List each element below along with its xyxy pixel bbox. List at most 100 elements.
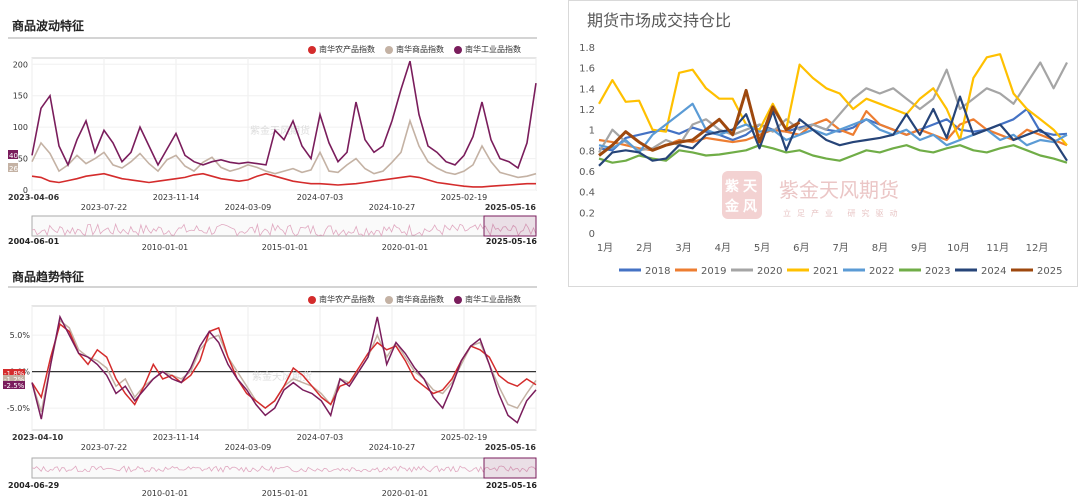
trend-legend: 南华农产品指数 南华商品指数 南华工业品指数 (308, 294, 521, 305)
logo-char: 金 (724, 198, 740, 215)
y-tick-label: 0.8 (579, 146, 595, 157)
y-tick-label: 0 (23, 186, 28, 195)
navigator-tick: 2020-01-01 (382, 243, 429, 250)
legend-item-industrial[interactable]: 南华工业品指数 (454, 44, 521, 55)
x-tick-label: 2025-02-19 (441, 193, 488, 202)
x-tick-label: 2024-07-03 (297, 433, 344, 442)
end-label-bg (8, 163, 18, 172)
legend-label: 2020 (757, 266, 782, 277)
y-tick-label: 0 (589, 229, 595, 240)
x-tick-label: 8月 (872, 242, 888, 254)
end-label-bg (3, 369, 25, 377)
x-tick-label: 2月 (636, 242, 652, 254)
x-tick-label: 2023-07-22 (81, 203, 128, 212)
legend-item-industrial[interactable]: 南华工业品指数 (454, 294, 521, 305)
volatility-legend: 南华农产品指数 南华商品指数 南华工业品指数 (308, 44, 521, 55)
series-line-2 (31, 319, 537, 413)
series-line-2025 (598, 88, 801, 157)
series-line-3 (31, 314, 537, 424)
y-tick-label: 0.2 (579, 208, 595, 219)
legend-item-agri[interactable]: 南华农产品指数 (308, 294, 375, 305)
legend-item-commodity[interactable]: 南华商品指数 (385, 44, 444, 55)
legend-label: 2021 (813, 266, 838, 277)
trend-panel: 商品趋势特征 南华农产品指数 南华商品指数 南华工业品指数 2023-04-10… (0, 258, 545, 501)
volatility-panel: 商品波动特征 南华农产品指数 南华商品指数 南华工业品指数 2023-04-06… (0, 0, 545, 250)
navigator-tick: 2010-01-01 (142, 489, 189, 498)
y-tick-label: -5.0% (7, 404, 31, 413)
end-label: 26 (9, 165, 18, 173)
navigator-end: 2025-05-16 (486, 237, 538, 246)
x-tick-label: 2025-05-16 (485, 443, 537, 452)
y-tick-label: 1.2 (579, 105, 595, 116)
legend-label: 2022 (869, 266, 894, 277)
x-tick-label: 11月 (986, 242, 1009, 254)
legend-item-commodity[interactable]: 南华商品指数 (385, 294, 444, 305)
legend-item-agri[interactable]: 南华农产品指数 (308, 44, 375, 55)
navigator-start: 2004-06-01 (8, 237, 60, 246)
legend-label: 2025 (1037, 266, 1062, 277)
navigator-tick: 2015-01-01 (262, 243, 309, 250)
ratio-title: 期货市场成交持仓比 (587, 11, 732, 30)
y-tick-label: 1.4 (579, 84, 595, 95)
y-tick-label: 1 (589, 126, 595, 137)
logo-char: 风 (743, 199, 757, 215)
trend-title: 商品趋势特征 (12, 270, 85, 284)
volatility-title: 商品波动特征 (12, 19, 85, 33)
watermark: 紫金天风期货 (779, 178, 899, 202)
series-line-2021 (598, 53, 1068, 146)
series-line-3 (31, 60, 537, 170)
volatility-chart: 2023-04-06 2023-07-22 2023-11-14 2024-03-09… (8, 37, 538, 250)
y-tick-label: 50 (18, 155, 28, 164)
y-tick-label: 150 (13, 92, 28, 101)
x-tick-label: 2023-04-10 (12, 433, 64, 442)
navigator-tick: 2010-01-01 (142, 243, 189, 250)
end-label: -1.8% (4, 370, 25, 378)
x-tick-label: 2025-05-16 (485, 203, 537, 212)
x-tick-label: 10月 (947, 242, 970, 254)
x-tick-label: 9月 (911, 242, 927, 254)
navigator-end: 2025-05-16 (486, 481, 538, 490)
legend-label: 2024 (981, 266, 1006, 277)
plot-area (31, 57, 537, 191)
navigator-window (483, 457, 537, 479)
legend-label: 2023 (925, 266, 950, 277)
series-line-2020 (598, 61, 1068, 153)
y-tick-label: 100 (13, 123, 28, 132)
end-label-bg (3, 381, 25, 389)
end-label: 40 (9, 152, 18, 160)
x-tick-label: 12月 (1026, 242, 1049, 254)
x-tick-label: 2024-07-03 (297, 193, 344, 202)
logo-mark (722, 171, 762, 219)
logo-char: 天 (743, 179, 758, 195)
x-tick-label: 5月 (754, 242, 770, 254)
trend-chart: 2023-04-10 2023-07-22 2023-11-14 2024-03-09… (3, 286, 538, 498)
navigator-start: 2004-06-29 (8, 481, 60, 490)
navigator-window (483, 215, 537, 237)
y-tick-label: 5.0% (10, 331, 31, 340)
x-tick-label: 2024-03-09 (225, 443, 272, 452)
end-label: -2.5% (4, 382, 25, 390)
ratio-panel: 期货市场成交持仓比 0 0.2 0.4 0.6 0.8 1 1.2 1.4 1.6 1.8 1月 2月… (568, 0, 1078, 287)
y-tick-label: 0.6 (579, 167, 595, 178)
end-label: -1.2% (4, 376, 25, 384)
x-tick-label: 6月 (793, 242, 809, 254)
y-tick-label: 1.8 (579, 43, 595, 54)
navigator-tick: 2020-01-01 (382, 489, 429, 498)
watermark-sub: 立足产业 研究驱动 (783, 208, 904, 218)
x-tick-label: 2024-10-27 (369, 203, 416, 212)
x-tick-label: 2023-11-14 (153, 433, 200, 442)
logo-char: 紫 (725, 178, 739, 195)
x-tick-label: 2023-07-22 (81, 443, 128, 452)
plot-area (31, 305, 537, 431)
x-tick-label: 2023-11-14 (153, 193, 200, 202)
navigator-series (31, 465, 537, 474)
x-tick-label: 2025-02-19 (441, 433, 488, 442)
x-tick-label: 2023-04-06 (8, 193, 60, 202)
ratio-chart: 0 0.2 0.4 0.6 0.8 1 1.2 1.4 1.6 1.8 1月 2月 3月 4月 5月 6月 7月… (579, 43, 1068, 277)
logo: 紫天金风 (722, 171, 762, 219)
series-line-1 (31, 322, 537, 410)
x-tick-label: 4月 (715, 242, 731, 254)
legend-label: 2019 (701, 266, 726, 277)
end-label-bg (8, 150, 18, 159)
y-tick-label: 200 (13, 60, 28, 69)
